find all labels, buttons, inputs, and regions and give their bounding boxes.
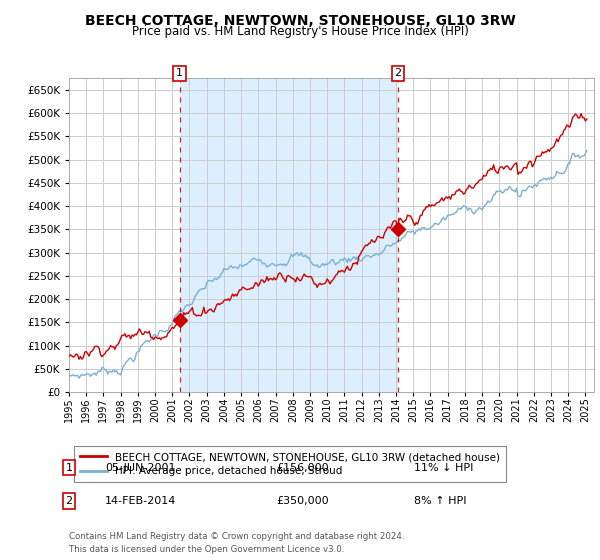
Legend: BEECH COTTAGE, NEWTOWN, STONEHOUSE, GL10 3RW (detached house), HPI: Average pric: BEECH COTTAGE, NEWTOWN, STONEHOUSE, GL10… [74,446,506,483]
Text: 05-JUN-2001: 05-JUN-2001 [105,463,176,473]
Text: 1: 1 [176,68,183,78]
Text: 2: 2 [395,68,401,78]
Text: BEECH COTTAGE, NEWTOWN, STONEHOUSE, GL10 3RW: BEECH COTTAGE, NEWTOWN, STONEHOUSE, GL10… [85,14,515,28]
Text: £350,000: £350,000 [276,496,329,506]
Text: Contains HM Land Registry data © Crown copyright and database right 2024.
This d: Contains HM Land Registry data © Crown c… [69,532,404,553]
Text: 8% ↑ HPI: 8% ↑ HPI [414,496,467,506]
Text: Price paid vs. HM Land Registry's House Price Index (HPI): Price paid vs. HM Land Registry's House … [131,25,469,38]
Text: 14-FEB-2014: 14-FEB-2014 [105,496,176,506]
Text: 11% ↓ HPI: 11% ↓ HPI [414,463,473,473]
Text: 1: 1 [65,463,73,473]
Text: 2: 2 [65,496,73,506]
Bar [179,78,398,392]
Text: £156,000: £156,000 [276,463,329,473]
